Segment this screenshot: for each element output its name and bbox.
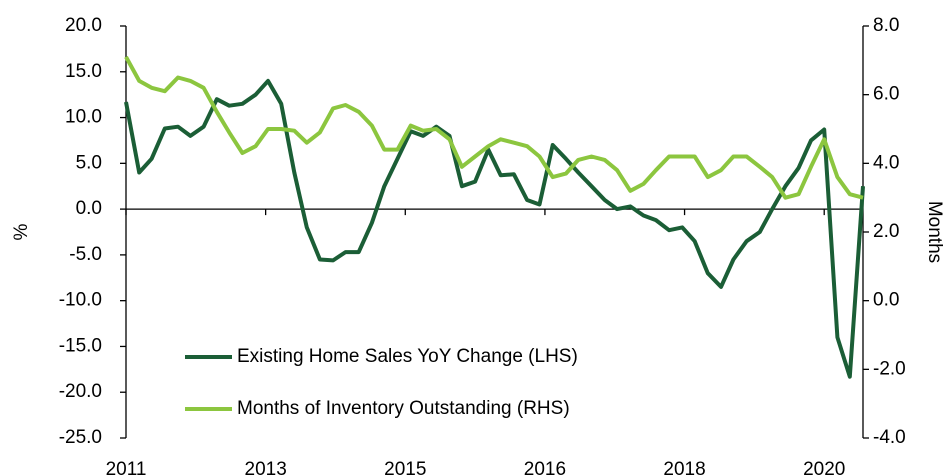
y-tick-label: -25.0 [59,427,102,448]
x-tick-label: 2016 [524,459,566,476]
legend-label: Months of Inventory Outstanding (RHS) [237,398,570,419]
y2-tick-label: 2.0 [873,221,899,242]
y2-tick-label: 4.0 [873,152,899,173]
y-tick-label: -10.0 [59,290,102,311]
y-tick-label: -5.0 [69,244,102,265]
x-tick-label: 2018 [663,459,705,476]
x-tick-label: 2013 [245,459,287,476]
y2-tick-label: 8.0 [873,15,899,36]
y-tick-label: -15.0 [59,335,102,356]
x-tick-label: 2020 [803,459,845,476]
y-tick-label: -20.0 [59,381,102,402]
series-line [124,78,865,379]
y2-axis-title: Months [924,201,945,263]
y2-tick-label: 0.0 [873,290,899,311]
y-tick-label: 0.0 [76,198,102,219]
y2-tick-label: -4.0 [873,427,906,448]
legend-label: Existing Home Sales YoY Change (LHS) [237,346,578,367]
y-axis-title: % [11,223,32,240]
y-tick-label: 20.0 [65,15,102,36]
y-tick-label: 10.0 [65,107,102,128]
x-tick-label: 2011 [106,459,147,476]
y2-tick-label: -2.0 [873,358,906,379]
y-tick-label: 15.0 [65,61,102,82]
y2-tick-label: 6.0 [873,84,899,105]
series-line [124,55,864,200]
y-tick-label: 5.0 [76,152,102,173]
x-tick-label: 2015 [384,459,426,476]
